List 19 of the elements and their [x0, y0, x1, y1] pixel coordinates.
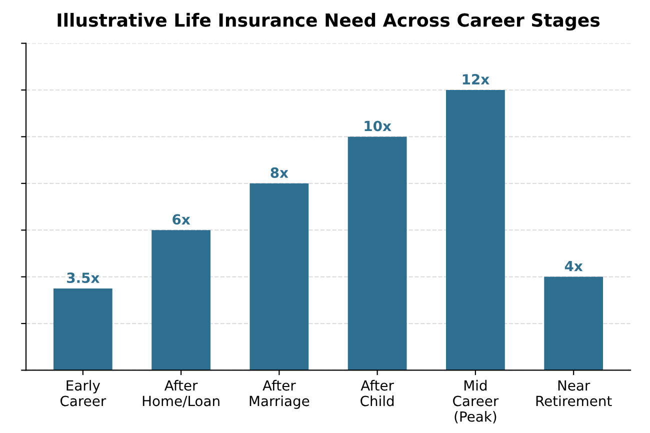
- data-label: 12x: [462, 74, 490, 84]
- bar: [250, 183, 309, 370]
- x-tick-label: After Child: [360, 380, 394, 406]
- bar: [446, 90, 505, 370]
- data-label: 10x: [364, 120, 392, 132]
- chart-title: Illustrative Life Insurance Need Across Career Stages: [58, 12, 600, 31]
- bar: [348, 136, 407, 370]
- x-tick-label: Near Retirement: [536, 380, 612, 406]
- bar: [152, 230, 210, 370]
- data-label: 6x: [172, 214, 190, 225]
- bar: [53, 288, 112, 370]
- x-tick-label: After Marriage: [250, 380, 310, 409]
- x-tick-label: Early Career: [60, 380, 106, 406]
- x-tick-label: After Home/Loan: [142, 380, 220, 408]
- bar: [544, 276, 604, 370]
- data-label: 4x: [564, 261, 583, 272]
- x-tick-label: Mid Career (Peak): [453, 380, 499, 424]
- data-label: 8x: [270, 167, 288, 178]
- data-label: 3.5x: [67, 272, 100, 284]
